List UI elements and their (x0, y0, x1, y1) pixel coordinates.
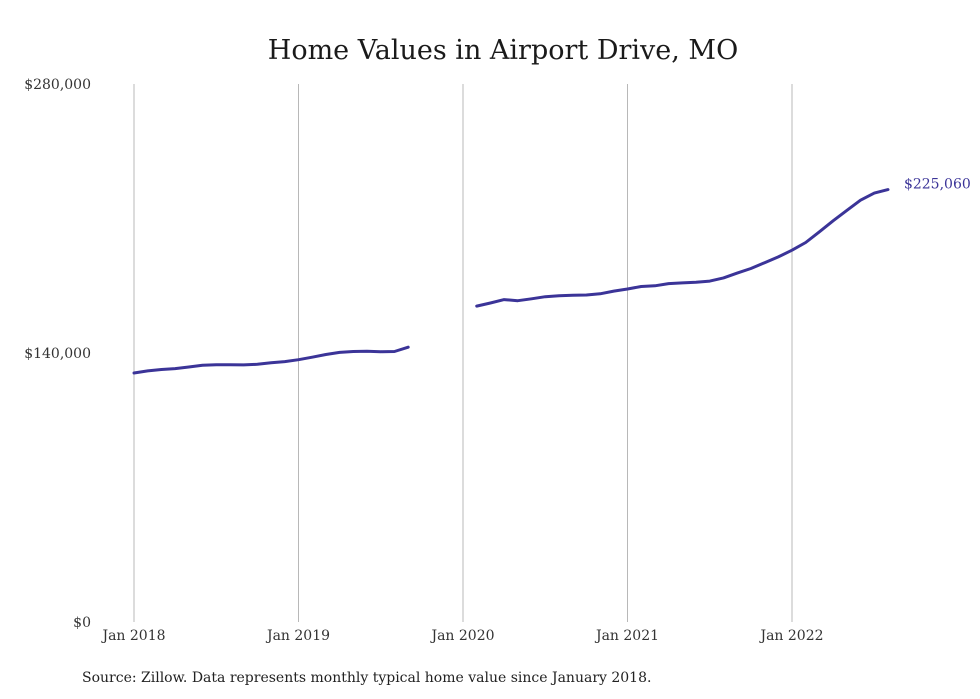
x-tick-label: Jan 2018 (100, 628, 165, 644)
x-tick-label: Jan 2021 (594, 628, 659, 644)
x-tick-label: Jan 2022 (758, 628, 823, 644)
series-line-segment-0 (132, 345, 410, 375)
y-tick-label: $280,000 (24, 77, 91, 93)
y-tick-label: $140,000 (24, 346, 91, 362)
series-line-segment-1 (475, 188, 890, 308)
plot-area (132, 188, 890, 375)
grid-layer (133, 84, 793, 622)
x-axis: Jan 2018 Jan 2019 Jan 2020 Jan 2021 Jan 2022 (100, 628, 823, 644)
x-tick-label: Jan 2019 (265, 628, 330, 644)
x-tick-label: Jan 2020 (429, 628, 494, 644)
end-value-label: $225,060 (904, 177, 971, 193)
chart-title: Home Values in Airport Drive, MO (268, 35, 738, 66)
source-note: Source: Zillow. Data represents monthly … (82, 670, 651, 686)
y-tick-label: $0 (73, 615, 91, 631)
y-axis: $0 $140,000 $280,000 (24, 77, 91, 631)
